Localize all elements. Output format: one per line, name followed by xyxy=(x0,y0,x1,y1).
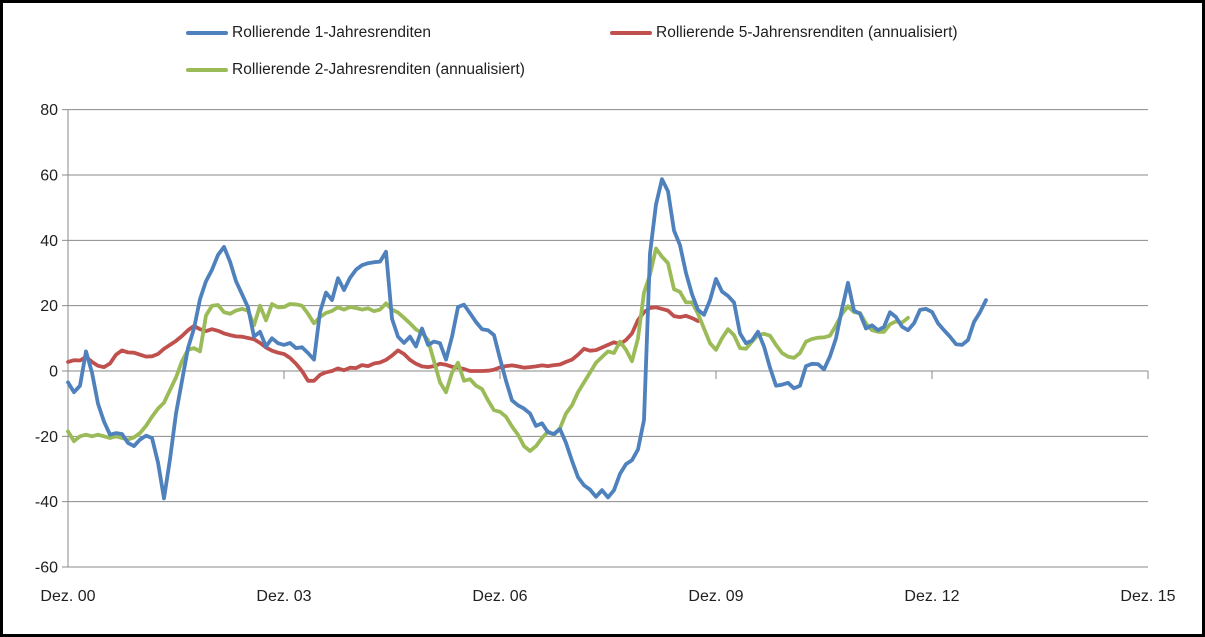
legend-label: Rollierende 1-Jahresrenditen xyxy=(232,24,432,41)
series-line-five_year xyxy=(66,305,700,383)
x-axis-tick-label: Dez. 03 xyxy=(256,588,311,605)
y-axis-tick-label: -20 xyxy=(35,429,58,446)
y-axis-tick-label: -40 xyxy=(35,494,58,511)
series-line-one_year xyxy=(66,177,988,501)
x-axis-tick-label: Dez. 00 xyxy=(40,588,95,605)
y-axis-tick-label: 60 xyxy=(40,168,58,185)
y-axis-tick-label: -60 xyxy=(35,559,58,576)
legend-item-5-jahrensrenditen: Rollierende 5-Jahrensrenditen (annualisi… xyxy=(610,24,958,42)
legend-label: Rollierende 2-Jahresrenditen (annualisie… xyxy=(232,61,525,78)
legend-label: Rollierende 5-Jahrensrenditen (annualisi… xyxy=(656,24,958,41)
x-axis-tick-label: Dez. 06 xyxy=(472,588,527,605)
x-axis-tick-label: Dez. 12 xyxy=(904,588,959,605)
legend-line-swatch-red xyxy=(610,31,652,35)
legend-item-2-jahresrenditen: Rollierende 2-Jahresrenditen (annualisie… xyxy=(186,61,525,79)
y-axis-tick-label: 80 xyxy=(40,102,58,119)
legend-line-swatch-green xyxy=(186,68,228,72)
x-axis-tick-label: Dez. 15 xyxy=(1120,588,1175,605)
legend-line-swatch-blue xyxy=(186,31,228,35)
x-axis-tick-label: Dez. 09 xyxy=(688,588,743,605)
y-axis-tick-label: 0 xyxy=(49,364,58,381)
series-line-two_year xyxy=(66,246,910,453)
y-axis-tick-label: 20 xyxy=(40,298,58,315)
legend-item-1-jahresrenditen: Rollierende 1-Jahresrenditen xyxy=(186,24,431,42)
y-axis-tick-label: 40 xyxy=(40,233,58,250)
